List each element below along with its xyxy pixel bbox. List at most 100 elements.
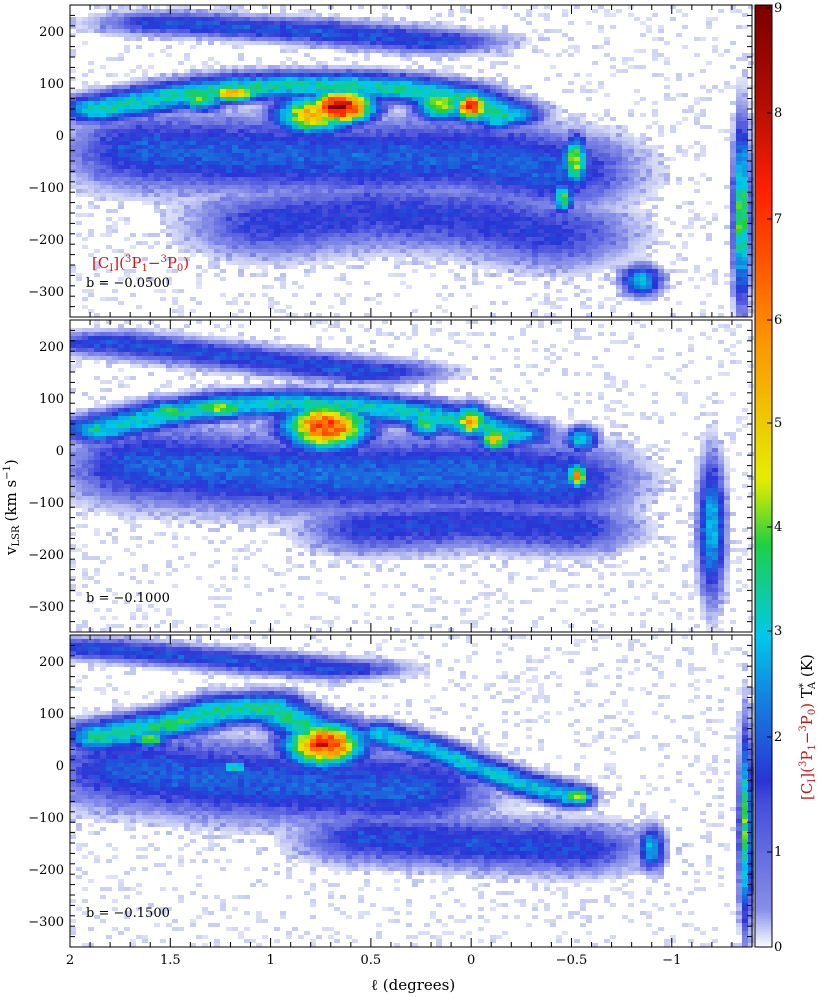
heatmap-cell — [370, 141, 376, 145]
heatmap-cell — [418, 29, 424, 33]
heatmap-cell — [376, 25, 382, 29]
heatmap-cell — [412, 157, 418, 161]
heatmap-cell — [142, 113, 148, 117]
heatmap-cell — [526, 201, 532, 205]
heatmap-cell — [712, 217, 718, 221]
heatmap-cell — [430, 189, 436, 193]
heatmap-cell — [214, 89, 220, 93]
heatmap-cell — [364, 205, 370, 209]
heatmap-cell — [376, 17, 382, 21]
heatmap-cell — [166, 165, 172, 169]
heatmap-cell — [232, 121, 238, 125]
heatmap-cell — [376, 125, 382, 129]
heatmap-cell — [622, 201, 628, 205]
heatmap-cell — [394, 205, 400, 209]
heatmap-cell — [370, 213, 376, 217]
heatmap-cell — [244, 25, 250, 29]
heatmap-cell — [256, 141, 262, 145]
heatmap-cell — [178, 113, 184, 117]
heatmap-cell — [418, 237, 424, 241]
heatmap-cell — [298, 221, 304, 225]
heatmap-cell — [568, 237, 574, 241]
heatmap-cell — [178, 137, 184, 141]
heatmap-cell — [730, 153, 736, 157]
heatmap-cell — [436, 41, 442, 45]
heatmap-cell — [112, 73, 118, 77]
heatmap-cell — [238, 45, 244, 49]
heatmap-cell — [190, 189, 196, 193]
heatmap-cell — [586, 141, 592, 145]
heatmap-cell — [220, 153, 226, 157]
heatmap-cell — [646, 173, 652, 177]
heatmap-cell — [232, 101, 238, 105]
heatmap-cell — [160, 161, 166, 165]
heatmap-cell — [334, 21, 340, 25]
heatmap-cell — [244, 125, 250, 129]
heatmap-cell — [616, 193, 622, 197]
heatmap-cell — [418, 217, 424, 221]
heatmap-cell — [160, 193, 166, 197]
heatmap-cell — [430, 93, 436, 97]
heatmap-cell — [604, 161, 610, 165]
heatmap-cell — [250, 217, 256, 221]
heatmap-cell — [358, 33, 364, 37]
heatmap-cell — [568, 125, 574, 129]
heatmap-cell — [640, 21, 646, 25]
heatmap-cell — [430, 105, 436, 109]
heatmap-cell — [406, 205, 412, 209]
heatmap-cell — [496, 209, 502, 213]
heatmap-cell — [244, 41, 250, 45]
heatmap-cell — [148, 157, 154, 161]
heatmap-cell — [136, 145, 142, 149]
heatmap-cell — [76, 25, 82, 29]
heatmap-cell — [664, 41, 670, 45]
heatmap-cell — [118, 81, 124, 85]
heatmap-cell — [652, 109, 658, 113]
heatmap-cell — [166, 185, 172, 189]
heatmap-cell — [154, 241, 160, 245]
heatmap-cell — [454, 49, 460, 53]
heatmap-cell — [298, 149, 304, 153]
heatmap-cell — [148, 53, 154, 57]
heatmap-cell — [262, 113, 268, 117]
heatmap-cell — [352, 229, 358, 233]
heatmap-cell — [658, 37, 664, 41]
heatmap-cell — [376, 241, 382, 245]
heatmap-cell — [580, 209, 586, 213]
heatmap-cell — [442, 21, 448, 25]
heatmap-cell — [106, 177, 112, 181]
heatmap-cell — [430, 153, 436, 157]
heatmap-cell — [250, 233, 256, 237]
heatmap-cell — [604, 145, 610, 149]
heatmap-cell — [556, 29, 562, 33]
heatmap-cell — [274, 89, 280, 93]
heatmap-cell — [208, 149, 214, 153]
heatmap-cell — [496, 53, 502, 57]
heatmap-cell — [382, 233, 388, 237]
heatmap-cell — [256, 125, 262, 129]
heatmap-cell — [382, 117, 388, 121]
heatmap-cell — [580, 233, 586, 237]
heatmap-cell — [94, 165, 100, 169]
heatmap-cell — [364, 129, 370, 133]
heatmap-cell — [622, 145, 628, 149]
heatmap-cell — [172, 29, 178, 33]
heatmap-cell — [316, 185, 322, 189]
heatmap-cell — [472, 97, 478, 101]
heatmap-cell — [184, 141, 190, 145]
heatmap-cell — [412, 229, 418, 233]
heatmap-cell — [376, 117, 382, 121]
heatmap-cell — [262, 33, 268, 37]
heatmap-cell — [250, 173, 256, 177]
heatmap-cell — [436, 13, 442, 17]
heatmap-cell — [268, 13, 274, 17]
heatmap-cell — [250, 29, 256, 33]
heatmap-cell — [514, 177, 520, 181]
heatmap-cell — [376, 185, 382, 189]
heatmap-cell — [514, 213, 520, 217]
heatmap-cell — [286, 181, 292, 185]
heatmap-cell — [184, 101, 190, 105]
heatmap-cell — [202, 73, 208, 77]
heatmap-cell — [652, 161, 658, 165]
heatmap-cell — [286, 21, 292, 25]
